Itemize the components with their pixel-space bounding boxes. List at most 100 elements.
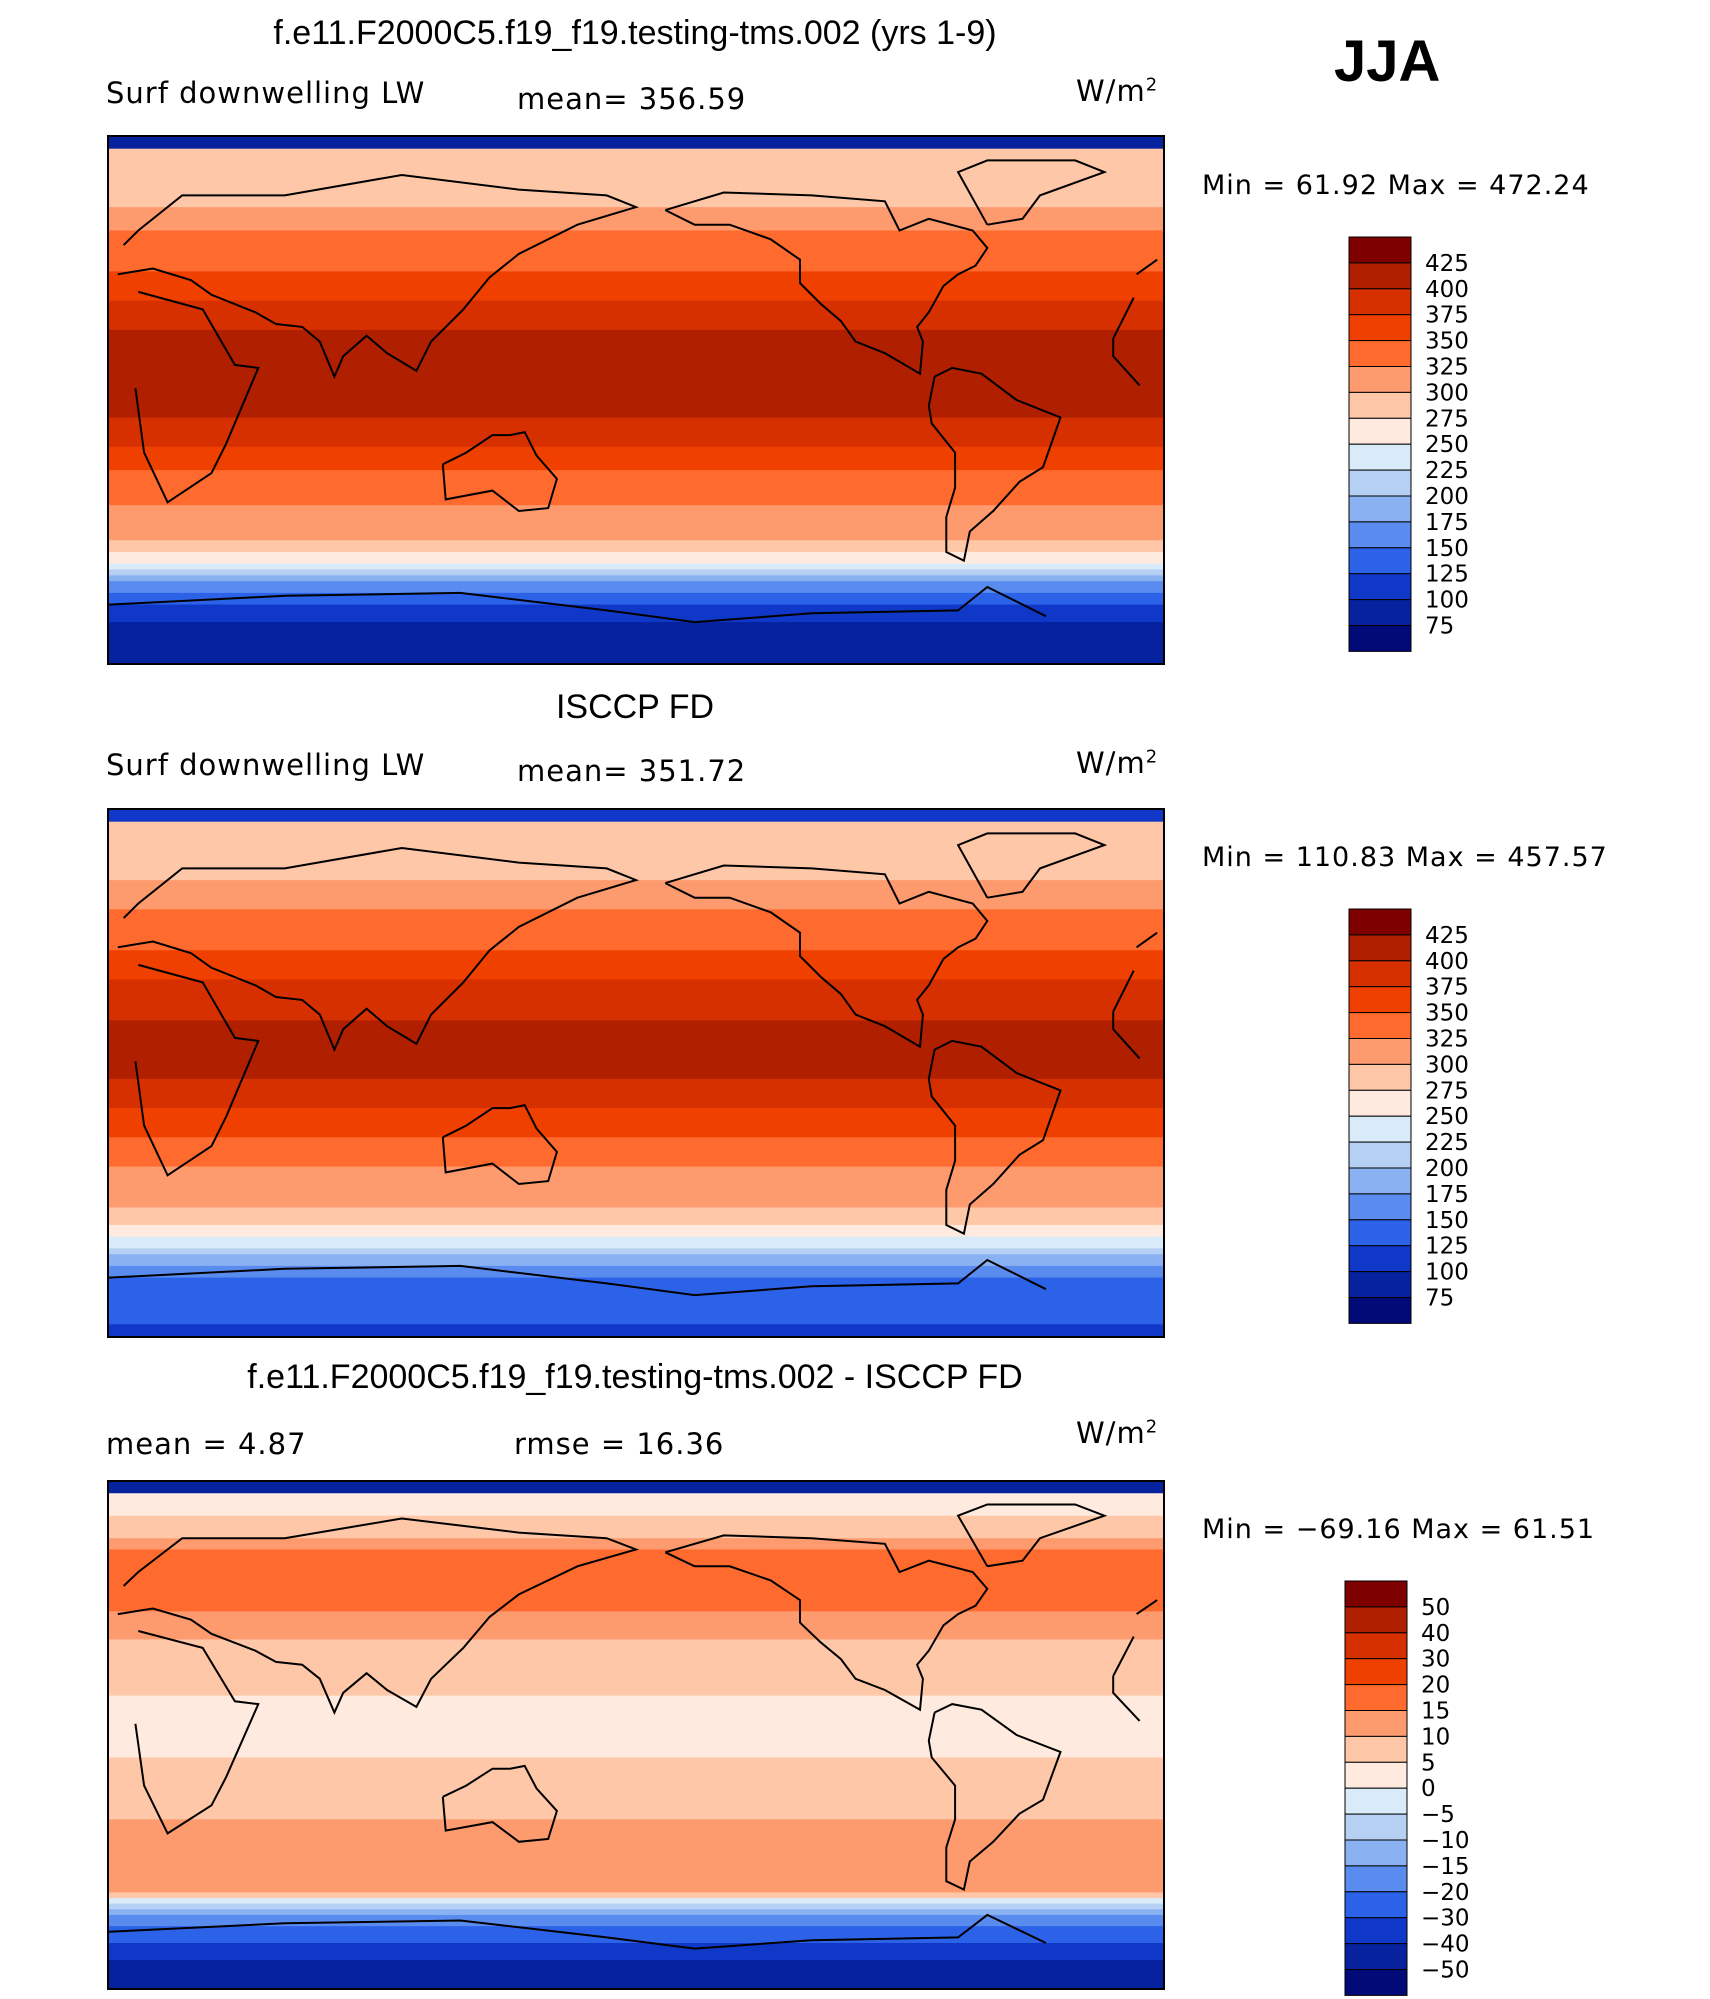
map-latitude-band — [109, 493, 1163, 500]
map-latitude-band — [109, 973, 1163, 981]
panel-1-colorbar: 425 400 375 350 325 300 275 250 225 200 175 150 125 1… — [1348, 236, 1509, 655]
map-latitude-band — [109, 868, 1163, 875]
map-latitude-band — [109, 265, 1163, 273]
colorbar-box — [1348, 417, 1412, 445]
map-latitude-band — [109, 1230, 1163, 1238]
coastline — [927, 366, 1062, 563]
colorbar-tick-label: 425 — [1425, 923, 1469, 949]
map-latitude-band — [109, 528, 1163, 536]
panel-2-variable-label: Surf downwelling LW — [106, 748, 426, 782]
map-latitude-band — [109, 353, 1163, 360]
colorbar-tick-label: 275 — [1425, 1078, 1469, 1104]
colorbar-tick-label: 200 — [1425, 484, 1469, 510]
map-latitude-band — [109, 1073, 1163, 1080]
map-latitude-band — [109, 1757, 1163, 1764]
panel-3-colorbar: 50 40 30 20 15 10 5 0 −5 −10 −15 −20 −30 −40 −50 — [1344, 1580, 1505, 1999]
map-latitude-band — [109, 1178, 1163, 1185]
map-latitude-band — [109, 1549, 1163, 1556]
map-latitude-band — [109, 1318, 1163, 1325]
map-latitude-band — [109, 236, 1163, 243]
map-latitude-band — [109, 329, 1163, 337]
map-latitude-band — [109, 394, 1163, 401]
colorbar-box — [1348, 1063, 1412, 1091]
colorbar-box — [1348, 521, 1412, 549]
map-latitude-band — [109, 1841, 1163, 1849]
map-latitude-band — [109, 1571, 1163, 1579]
map-latitude-band — [109, 956, 1163, 963]
colorbar-tick-label: 200 — [1425, 1156, 1469, 1182]
map-latitude-band — [109, 1498, 1163, 1506]
map-latitude-band — [109, 534, 1163, 541]
colorbar-tick-label: 100 — [1425, 588, 1469, 614]
panel-1-units: W/m2 — [1076, 74, 1159, 108]
map-latitude-band — [109, 1853, 1163, 1860]
map-latitude-band — [109, 1875, 1163, 1882]
colorbar-tick-label: 75 — [1425, 614, 1454, 640]
map-latitude-band — [109, 1213, 1163, 1220]
map-latitude-band — [109, 499, 1163, 506]
map-latitude-band — [109, 522, 1163, 530]
map-latitude-band — [109, 201, 1163, 208]
map-latitude-band — [109, 1622, 1163, 1629]
map-latitude-band — [109, 1583, 1163, 1590]
map-latitude-band — [109, 1207, 1163, 1214]
colorbar-box — [1348, 469, 1412, 497]
colorbar-tick-label: 5 — [1421, 1750, 1436, 1776]
colorbar-tick-label: −15 — [1421, 1854, 1470, 1880]
map-latitude-band — [109, 1706, 1163, 1714]
colorbar-box — [1348, 1297, 1412, 1324]
map-latitude-band — [109, 475, 1163, 483]
colorbar-tick-label: 275 — [1425, 406, 1469, 432]
map-latitude-band — [109, 938, 1163, 946]
colorbar-tick-label: 425 — [1425, 251, 1469, 277]
map-latitude-band — [109, 1729, 1163, 1736]
colorbar-box — [1344, 1969, 1408, 1996]
map-latitude-band — [109, 1869, 1163, 1877]
coastline — [956, 159, 1108, 226]
map-latitude-band — [109, 979, 1163, 986]
panel-3-map — [107, 1480, 1165, 1990]
map-latitude-band — [109, 810, 1163, 817]
map-latitude-band — [109, 464, 1163, 471]
map-latitude-band — [109, 318, 1163, 325]
map-latitude-band — [109, 645, 1163, 652]
colorbar-box — [1348, 599, 1412, 627]
colorbar-box — [1344, 1580, 1408, 1608]
coastline — [109, 585, 1047, 624]
colorbar-tick-label: 20 — [1421, 1673, 1450, 1699]
map-latitude-band — [109, 909, 1163, 916]
map-latitude-band — [109, 511, 1163, 518]
map-latitude-band — [109, 1260, 1163, 1267]
map-latitude-band — [109, 1959, 1163, 1967]
colorbar-box — [1348, 1089, 1412, 1117]
map-latitude-band — [109, 1289, 1163, 1296]
map-latitude-band — [109, 1712, 1163, 1719]
map-latitude-band — [109, 160, 1163, 167]
colorbar-box — [1344, 1710, 1408, 1737]
colorbar-box — [1348, 366, 1412, 393]
map-latitude-band — [109, 622, 1163, 629]
map-latitude-band — [109, 1526, 1163, 1534]
colorbar-box — [1348, 934, 1412, 962]
map-latitude-band — [109, 440, 1163, 448]
map-latitude-band — [109, 1312, 1163, 1320]
map-latitude-band — [109, 1224, 1163, 1232]
panel-3-title: f.e11.F2000C5.f19_f19.testing-tms.002 - … — [247, 1358, 1023, 1396]
map-latitude-band — [109, 1785, 1163, 1792]
map-latitude-band — [109, 1096, 1163, 1103]
colorbar-box — [1348, 960, 1412, 988]
map-latitude-band — [109, 1746, 1163, 1753]
map-latitude-band — [109, 845, 1163, 852]
coastline — [956, 1503, 1108, 1568]
colorbar-tick-label: 300 — [1425, 380, 1469, 406]
map-latitude-band — [109, 1701, 1163, 1708]
map-latitude-band — [109, 259, 1163, 267]
map-latitude-band — [109, 1931, 1163, 1938]
coastline — [927, 1039, 1062, 1236]
map-latitude-band — [109, 1796, 1163, 1804]
map-latitude-band — [109, 1219, 1163, 1226]
map-latitude-band — [109, 1487, 1163, 1494]
map-latitude-band — [109, 370, 1163, 378]
map-latitude-band — [109, 423, 1163, 430]
map-latitude-band — [109, 657, 1163, 663]
